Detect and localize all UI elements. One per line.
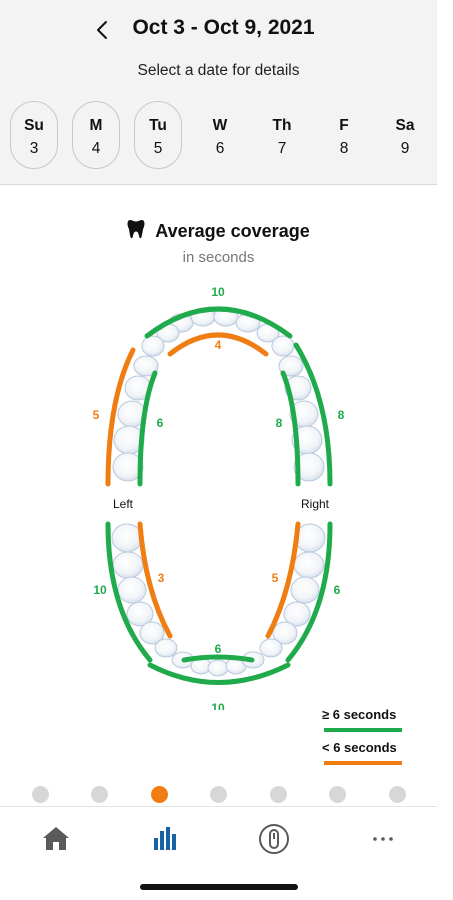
legend-low-label: < 6 seconds bbox=[322, 740, 397, 755]
page-dot[interactable] bbox=[329, 786, 346, 803]
label-lower-inner-front: 6 bbox=[215, 642, 222, 656]
label-lower-left-inner: 3 bbox=[158, 571, 165, 585]
page-dot[interactable] bbox=[389, 786, 406, 803]
label-lower-left-outer: 10 bbox=[93, 583, 107, 597]
day-name: M bbox=[89, 117, 103, 134]
label-upper-left-inner: 6 bbox=[157, 416, 164, 430]
tooth bbox=[126, 601, 154, 627]
day-date: 4 bbox=[91, 140, 101, 157]
page-indicator bbox=[0, 786, 437, 803]
legend-good: ≥ 6 seconds bbox=[322, 707, 404, 740]
label-upper-outer-front: 10 bbox=[211, 285, 225, 299]
legend-good-swatch bbox=[324, 728, 402, 732]
label-lower-right-inner: 5 bbox=[272, 571, 279, 585]
tooth bbox=[293, 452, 325, 482]
tooth bbox=[117, 576, 147, 604]
more-dots-icon[interactable] bbox=[363, 823, 403, 855]
zone-lower-right-outer[interactable] bbox=[285, 521, 333, 663]
label-lower-outer-front: 10 bbox=[211, 701, 225, 710]
date-header: Oct 3 - Oct 9, 2021 Select a date for de… bbox=[0, 0, 437, 185]
side-label-left: Left bbox=[113, 497, 134, 511]
day-sunday[interactable]: Su 3 bbox=[10, 101, 58, 169]
day-date: 8 bbox=[339, 140, 349, 157]
label-lower-right-outer: 6 bbox=[334, 583, 341, 597]
day-name: Su bbox=[24, 117, 44, 134]
day-name: F bbox=[339, 117, 349, 134]
week-title: Oct 3 - Oct 9, 2021 bbox=[132, 16, 315, 39]
coverage-subtitle: in seconds bbox=[182, 249, 255, 266]
home-icon[interactable] bbox=[36, 823, 76, 855]
zone-upper-left-inner[interactable] bbox=[137, 370, 158, 487]
tooth bbox=[141, 335, 165, 357]
label-upper-left-outer: 5 bbox=[93, 408, 100, 422]
page-dot-active[interactable] bbox=[151, 786, 168, 803]
tooth bbox=[139, 621, 165, 645]
page-dot[interactable] bbox=[210, 786, 227, 803]
zone-lower-right-inner[interactable] bbox=[265, 521, 301, 639]
tooth bbox=[112, 452, 144, 482]
legend-low-swatch bbox=[324, 761, 402, 765]
zone-lower-outer-front[interactable] bbox=[147, 662, 291, 685]
legend-good-label: ≥ 6 seconds bbox=[322, 707, 397, 722]
day-date: 7 bbox=[277, 140, 287, 157]
chevron-left-icon[interactable] bbox=[92, 18, 114, 42]
zone-upper-right-inner[interactable] bbox=[280, 370, 301, 487]
tooth bbox=[271, 335, 295, 357]
tooth bbox=[259, 638, 283, 658]
tooth bbox=[207, 659, 229, 677]
legend-low: < 6 seconds bbox=[322, 740, 404, 773]
zone-lower-inner-front[interactable] bbox=[181, 654, 255, 663]
zone-upper-inner-front[interactable] bbox=[167, 332, 269, 357]
tooth bbox=[112, 551, 144, 579]
tooth bbox=[133, 355, 159, 377]
toothbrush-icon[interactable] bbox=[254, 823, 294, 855]
coverage-heading: Average coverage bbox=[0, 219, 437, 244]
tooth bbox=[278, 355, 304, 377]
day-date: 5 bbox=[153, 140, 163, 157]
day-date: 6 bbox=[215, 140, 225, 157]
coverage-title: Average coverage bbox=[155, 221, 310, 241]
mouth-coverage-map: 10 4 5 6 8 8 10 3 5 6 6 10 Left Right bbox=[93, 285, 345, 710]
day-thursday[interactable]: Th 7 bbox=[258, 101, 306, 169]
tooth bbox=[111, 523, 143, 553]
zone-upper-outer-front[interactable] bbox=[144, 306, 293, 339]
zone-lower-left-inner[interactable] bbox=[137, 521, 173, 639]
page-dot[interactable] bbox=[270, 786, 287, 803]
label-upper-right-inner: 8 bbox=[276, 416, 283, 430]
coverage-legend: ≥ 6 seconds < 6 seconds bbox=[322, 707, 404, 773]
day-name: Sa bbox=[395, 117, 415, 134]
zone-upper-left-outer[interactable] bbox=[105, 347, 136, 487]
tooth bbox=[272, 621, 298, 645]
bottom-nav bbox=[0, 806, 437, 867]
tooth-icon bbox=[127, 219, 145, 244]
select-date-hint: Select a date for details bbox=[137, 62, 300, 79]
day-saturday[interactable]: Sa 9 bbox=[381, 101, 429, 169]
day-name: Tu bbox=[149, 117, 167, 134]
home-indicator bbox=[140, 884, 298, 890]
day-name: W bbox=[212, 117, 228, 134]
tooth bbox=[154, 638, 178, 658]
tooth bbox=[293, 551, 325, 579]
label-upper-right-outer: 8 bbox=[338, 408, 345, 422]
day-tuesday[interactable]: Tu 5 bbox=[134, 101, 182, 169]
zone-upper-right-outer[interactable] bbox=[293, 342, 333, 487]
teeth-illustration bbox=[111, 307, 326, 677]
bar-chart-icon[interactable] bbox=[145, 823, 185, 855]
day-date: 9 bbox=[400, 140, 410, 157]
side-label-right: Right bbox=[301, 497, 330, 511]
tooth bbox=[290, 576, 320, 604]
day-date: 3 bbox=[29, 140, 39, 157]
day-name: Th bbox=[272, 117, 292, 134]
page-dot[interactable] bbox=[91, 786, 108, 803]
zone-lower-left-outer[interactable] bbox=[105, 521, 153, 663]
page-dot[interactable] bbox=[32, 786, 49, 803]
label-upper-inner-front: 4 bbox=[215, 338, 222, 352]
tooth bbox=[283, 601, 311, 627]
